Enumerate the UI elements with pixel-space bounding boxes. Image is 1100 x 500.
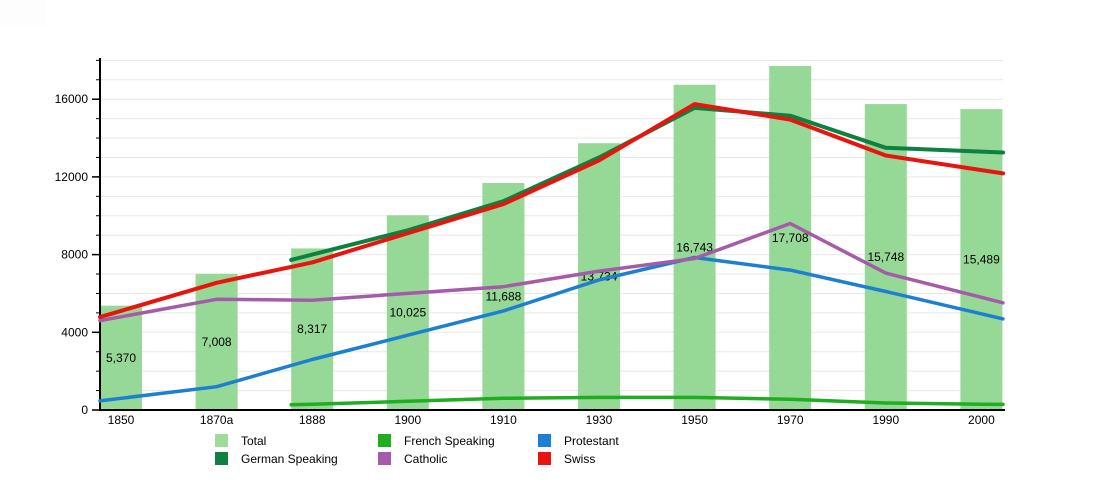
legend-item-german-speaking: German Speaking (215, 450, 338, 467)
total-bars (100, 66, 1003, 411)
legend-item-swiss: Swiss (538, 450, 619, 467)
total-swatch (215, 434, 228, 447)
bar-value-1990: 15,748 (867, 250, 904, 264)
line-french-speaking (289, 395, 1005, 407)
protestant-swatch (538, 434, 551, 447)
line-catholic (98, 221, 1005, 323)
bar-value-1888: 8,317 (297, 322, 327, 336)
legend-column-1: Total German Speaking (215, 432, 338, 468)
x-tick-label-1900: 1900 (394, 413, 421, 427)
x-tick-label-1930: 1930 (586, 413, 613, 427)
total-bar-1910 (482, 182, 525, 410)
x-tick-label-1850: 1850 (108, 413, 135, 427)
x-tick-label-1870a: 1870a (200, 413, 234, 427)
total-bar-1888 (291, 248, 334, 410)
swiss-swatch (538, 452, 551, 465)
legend-label-protestant: Protestant (564, 433, 619, 448)
bar-value-1970: 17,708 (772, 231, 809, 245)
legend-item-total: Total (215, 432, 338, 449)
x-tick-label-1888: 1888 (299, 413, 326, 427)
line-swiss (98, 102, 1005, 320)
legend-label-swiss: Swiss (564, 451, 596, 466)
axes: 0 4000 8000 12000 16000 1850 1870a 1888 1900 1910… (55, 58, 1005, 427)
bar-value-1910: 11,688 (485, 289, 521, 303)
legend-column-2: French Speaking Catholic (378, 432, 495, 468)
legend-item-catholic: Catholic (378, 450, 495, 467)
catholic-swatch (378, 452, 391, 465)
chart-legend: Total German Speaking French Speaking Ca… (0, 432, 1100, 478)
x-tick-label-2000: 2000 (968, 413, 995, 427)
legend-item-french-speaking: French Speaking (378, 432, 495, 449)
bar-value-1850: 5,370 (106, 351, 136, 365)
total-bar-1850 (100, 305, 142, 410)
x-tick-label-1950: 1950 (681, 413, 708, 427)
legend-column-3: Protestant Swiss (538, 432, 619, 468)
line-protestant (98, 255, 1005, 403)
x-tick-label-1910: 1910 (490, 413, 517, 427)
bar-value-1950: 16,743 (676, 240, 713, 254)
x-tick-label-1990: 1990 (872, 413, 899, 427)
y-tick-label-12000: 12000 (55, 170, 89, 184)
y-tick-label-8000: 8000 (61, 248, 88, 262)
legend-label-catholic: Catholic (404, 451, 448, 466)
series-lines (98, 102, 1005, 407)
total-bar-2000 (960, 109, 1003, 411)
legend-item-protestant: Protestant (538, 432, 619, 449)
legend-label-total: Total (241, 433, 267, 448)
french-speaking-swatch (378, 434, 391, 447)
legend-label-german-speaking: German Speaking (241, 451, 338, 466)
total-bar-1950 (673, 84, 716, 411)
corner-artifact (0, 0, 45, 26)
bar-value-1900: 10,025 (389, 306, 426, 320)
bar-value-1870a: 7,008 (202, 335, 232, 349)
bar-value-2000: 15,489 (963, 253, 1000, 267)
y-tick-label-4000: 4000 (61, 325, 88, 339)
gridlines (100, 59, 1003, 392)
y-tick-label-16000: 16000 (55, 92, 89, 106)
german-speaking-swatch (215, 452, 228, 465)
x-tick-label-1970: 1970 (777, 413, 804, 427)
legend-label-french-speaking: French Speaking (404, 433, 495, 448)
y-tick-label-0: 0 (81, 403, 88, 417)
total-bar-1900 (386, 215, 429, 410)
